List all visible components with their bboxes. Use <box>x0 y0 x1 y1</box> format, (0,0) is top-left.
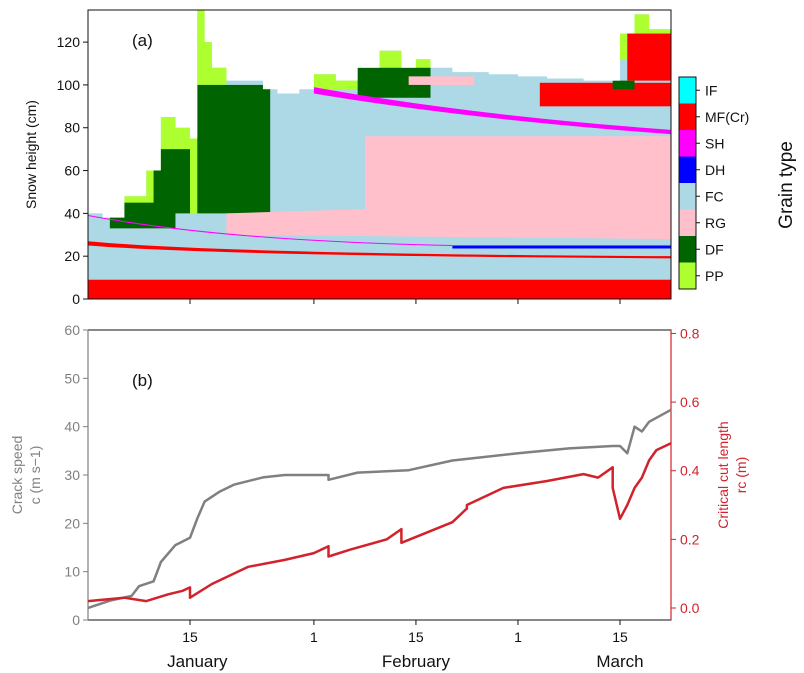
legend-swatch-mfcr <box>679 103 696 130</box>
panel-b-ytick-right-label: 0.6 <box>680 394 700 410</box>
panel-b-ytick-left-label: 10 <box>64 564 80 580</box>
panel-a-ytick-label: 100 <box>57 77 81 93</box>
panel-a-ytick-label: 80 <box>64 120 80 136</box>
panel-a-ytick-label: 60 <box>64 163 80 179</box>
layer-df-mid <box>153 149 191 214</box>
panel-b-ytick-left-label: 30 <box>64 467 80 483</box>
panel-b-ytick-left-label: 60 <box>64 322 80 338</box>
panel-b-ytick-right-label: 0.2 <box>680 531 700 547</box>
panel-b-ylabel-right: Critical cut length <box>715 421 731 528</box>
panel-a-ytick-label: 20 <box>64 248 80 264</box>
x-tick-label: 15 <box>408 629 424 645</box>
panel-a-ytick-label: 0 <box>72 291 80 307</box>
layer-df-top <box>612 80 635 90</box>
x-month-label: March <box>596 652 643 671</box>
legend-swatch-pp <box>679 262 696 289</box>
critical-cut-length-line <box>87 442 672 603</box>
x-tick-label: 1 <box>310 629 318 645</box>
layer-mf-crust <box>88 241 671 259</box>
panel-a-ylabel: Snow height (cm) <box>23 100 39 209</box>
panel-a-ytick-label: 40 <box>64 205 80 221</box>
panel-b-ytick-left-label: 0 <box>72 612 80 628</box>
layer-df-storm <box>197 84 271 214</box>
crack-speed-line <box>87 408 672 610</box>
legend-label: FC <box>705 188 724 204</box>
legend-swatch-sh <box>679 130 696 157</box>
x-month-label: January <box>167 652 228 671</box>
panel-b-ytick-right-label: 0.8 <box>680 325 700 341</box>
panel-b-ylabel-left: Crack speed <box>9 436 25 515</box>
legend-title: Grain type <box>776 141 797 229</box>
layer-sh-main <box>313 87 671 135</box>
legend-label: RG <box>705 215 726 231</box>
legend-label: MF(Cr) <box>705 109 749 125</box>
legend-frame <box>678 76 697 290</box>
panel-a-frame <box>87 9 672 300</box>
panel-a-ytick-label: 120 <box>57 34 81 50</box>
legend-swatch-if <box>679 77 696 104</box>
legend-label: DH <box>705 162 725 178</box>
bottom-panel: 0 10 20 30 40 50 60 0.0 0.2 0.4 0.6 0.8 Crack speed c… <box>9 322 749 628</box>
shared-x-axis: 15 1 15 1 15 January February March <box>167 620 644 671</box>
x-tick-label: 15 <box>612 629 628 645</box>
layer-rg-mid <box>226 136 671 240</box>
panel-b-ylabel-right-unit: rc (m) <box>733 457 749 494</box>
panel-b-ytick-left-label: 40 <box>64 419 80 435</box>
legend-label: SH <box>705 135 724 151</box>
layer-sh-thin <box>88 215 453 246</box>
top-panel: 0 20 40 60 80 100 120 Snow height (cm) (a) <box>23 9 672 307</box>
panel-a-label: (a) <box>132 31 153 50</box>
legend-label: IF <box>705 82 717 98</box>
x-tick-label: 1 <box>514 629 522 645</box>
legend-label: PP <box>705 268 724 284</box>
legend: IF MF(Cr) SH DH FC RG DF PP Grain type <box>678 76 797 290</box>
panel-b-ytick-right-label: 0.4 <box>680 463 700 479</box>
legend-swatch-fc <box>679 183 696 210</box>
layer-mf-surface <box>539 82 671 107</box>
x-month-label: February <box>382 652 451 671</box>
layer-mf-base <box>88 279 671 299</box>
legend-swatch-rg <box>679 209 696 236</box>
layer-dh <box>452 245 671 249</box>
panel-b-ytick-left-label: 20 <box>64 515 80 531</box>
layer-mf-top <box>627 33 671 81</box>
panel-b-ytick-left-label: 50 <box>64 370 80 386</box>
legend-label: DF <box>705 241 724 257</box>
legend-swatch-dh <box>679 156 696 183</box>
panel-b-ytick-right-label: 0.0 <box>680 600 700 616</box>
panel-b-label: (b) <box>132 371 153 390</box>
layer-rg-upper <box>408 76 475 85</box>
x-tick-label: 15 <box>182 629 198 645</box>
snowpack-layers <box>88 10 671 299</box>
layer-pp-storm <box>197 10 227 85</box>
legend-swatch-df <box>679 236 696 263</box>
panel-b-ylabel-left-unit: c (m s−1) <box>27 446 43 505</box>
